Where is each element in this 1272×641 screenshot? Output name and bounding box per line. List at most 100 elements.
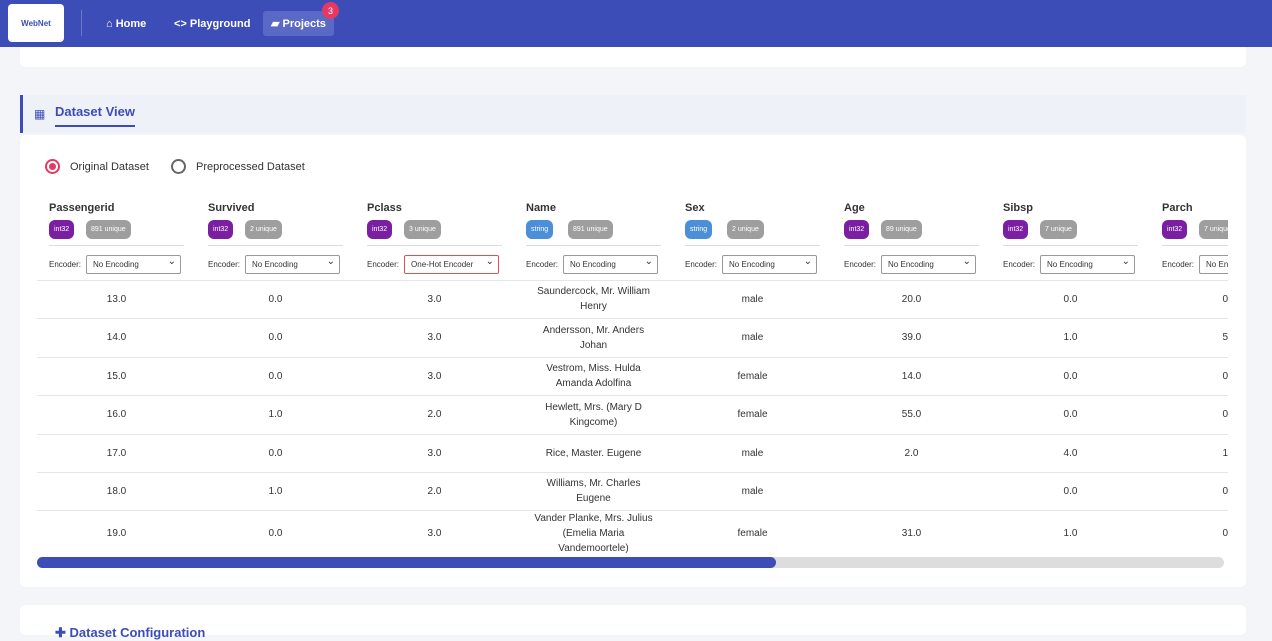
encoder-select[interactable]: No Encoding [245, 255, 341, 274]
table-cell: 0.0 [1222, 370, 1228, 382]
column-header: Pclass int32 3 unique Encoder: One-Hot Encod… [355, 195, 514, 280]
table-cell: 0.0 [1063, 409, 1078, 420]
nav-projects[interactable]: ▰ Projects [263, 11, 334, 36]
table-cell: 1.0 [268, 485, 283, 497]
table-cell: 0.0 [268, 447, 283, 459]
encoder-select[interactable]: No Encoding [1199, 255, 1228, 274]
table-cell: 0.0 [1222, 485, 1228, 497]
encoder-label: Encoder: [844, 260, 877, 269]
column-name: Survived [208, 202, 255, 214]
encoder-select[interactable]: No Encoding [722, 255, 818, 274]
row-divider [37, 395, 1228, 396]
radio[interactable]: Original Dataset [45, 159, 149, 174]
dtype-chip: int32 [1003, 220, 1029, 239]
nav-playground[interactable]: <> Playground [174, 17, 251, 30]
table-cell: 0.0 [1222, 293, 1228, 305]
radio[interactable]: Preprocessed Dataset [171, 159, 305, 174]
encoder-select[interactable]: No Encoding [563, 255, 659, 274]
table-cell: 3.0 [427, 447, 442, 459]
encoder: Encoder: No Encoding [1003, 255, 1136, 274]
table-cell: 16.0 [106, 409, 127, 420]
column-name: Name [526, 202, 556, 214]
scroll-thumb[interactable] [37, 557, 776, 568]
table-cell: male [741, 447, 764, 459]
table-cell: 5.0 [1222, 332, 1228, 343]
divider [685, 245, 820, 246]
section-title: ✚ Dataset Configuration [55, 625, 206, 640]
divider [1162, 245, 1228, 246]
table-cell: Saundercock, Mr. William Henry [537, 286, 650, 312]
row-divider [37, 357, 1228, 358]
table-cell: 3.0 [427, 332, 442, 343]
table-cell: 0.0 [1222, 409, 1228, 420]
row-divider [37, 472, 1228, 473]
encoder-select[interactable]: No Encoding [86, 255, 182, 274]
row-divider [37, 510, 1228, 511]
table-cell: female [737, 409, 768, 420]
column-header: Parch int32 7 unique Encoder: No Encoding [1150, 195, 1228, 280]
column-header: Name string 891 unique Encoder: No Encoding [514, 195, 673, 280]
label: Projects [282, 17, 326, 30]
table-cell: 1.0 [1222, 447, 1228, 459]
divider [81, 10, 82, 36]
unique-chip: 89 unique [881, 220, 922, 239]
table-cell: 0.0 [1063, 370, 1078, 382]
table-cell: 1.0 [1063, 332, 1078, 343]
table-cell: male [741, 332, 764, 343]
table-cell: 3.0 [427, 370, 442, 382]
table-cell: 3.0 [427, 527, 442, 539]
table-cell: 0.0 [1063, 485, 1078, 497]
label: Original Dataset [70, 160, 149, 173]
scrollbar[interactable] [37, 557, 1224, 568]
unique-chip: 891 unique [86, 220, 131, 239]
dtype-chip: int32 [208, 220, 234, 239]
column-header: Sibsp int32 7 unique Encoder: No Encoding [991, 195, 1150, 280]
encoder: Encoder: No Encoding [49, 255, 182, 274]
radio-on [45, 159, 60, 174]
dtype-chip: int32 [844, 220, 870, 239]
row-divider [37, 280, 1228, 281]
badge: 3 [322, 2, 339, 19]
column-header: Sex string 2 unique Encoder: No Encoding [673, 195, 832, 280]
table-cell [832, 472, 991, 510]
logo[interactable]: WebNet [8, 4, 64, 42]
column-name: Sex [685, 202, 705, 214]
dtype-chip: int32 [1162, 220, 1188, 239]
card: ✚ Dataset Configuration [20, 605, 1246, 640]
unique-chip: 3 unique [404, 220, 441, 239]
table-cell: 0.0 [268, 332, 283, 343]
table-cell: Andersson, Mr. Anders Johan [542, 324, 645, 351]
unique-chip: 2 unique [727, 220, 764, 239]
column-header: Age int32 89 unique Encoder: No Encoding [832, 195, 991, 280]
label: Preprocessed Dataset [196, 160, 305, 173]
table-cell: 14.0 [901, 370, 922, 382]
dtype-chip: string [685, 220, 713, 239]
table-cell: 0.0 [1063, 293, 1078, 305]
table-cell: 2.0 [427, 485, 442, 497]
table-cell: 20.0 [901, 293, 922, 305]
dataset-card: Original Dataset Preprocessed Dataset Pa… [20, 135, 1246, 587]
encoder-select[interactable]: One-Hot Encoder [404, 255, 500, 274]
table-cell: Williams, Mr. Charles Eugene [546, 478, 641, 504]
encoder-select[interactable]: No Encoding [881, 255, 977, 274]
encoder-label: Encoder: [1003, 260, 1036, 269]
table-cell: Hewlett, Mrs. (Mary D Kingcome) [545, 401, 642, 428]
table-cell: male [741, 485, 764, 497]
encoder: Encoder: No Encoding [526, 255, 659, 274]
table-cell: 1.0 [268, 409, 283, 420]
encoder-label: Encoder: [208, 260, 241, 269]
nav-home[interactable]: ⌂ Home [106, 17, 147, 30]
table-cell: 0.0 [268, 527, 283, 539]
row-divider [37, 318, 1228, 319]
label: Dataset Configuration [69, 625, 206, 640]
divider [49, 245, 184, 246]
column-header: Survived int32 2 unique Encoder: No Encoding [196, 195, 355, 280]
encoder: Encoder: No Encoding [844, 255, 977, 274]
table-cell: 14.0 [106, 332, 127, 343]
table-cell: 19.0 [106, 527, 127, 539]
table-cell: 2.0 [427, 409, 442, 420]
table-cell: 13.0 [106, 293, 127, 305]
encoder-select[interactable]: No Encoding [1040, 255, 1136, 274]
encoder: Encoder: No Encoding [1162, 255, 1228, 274]
